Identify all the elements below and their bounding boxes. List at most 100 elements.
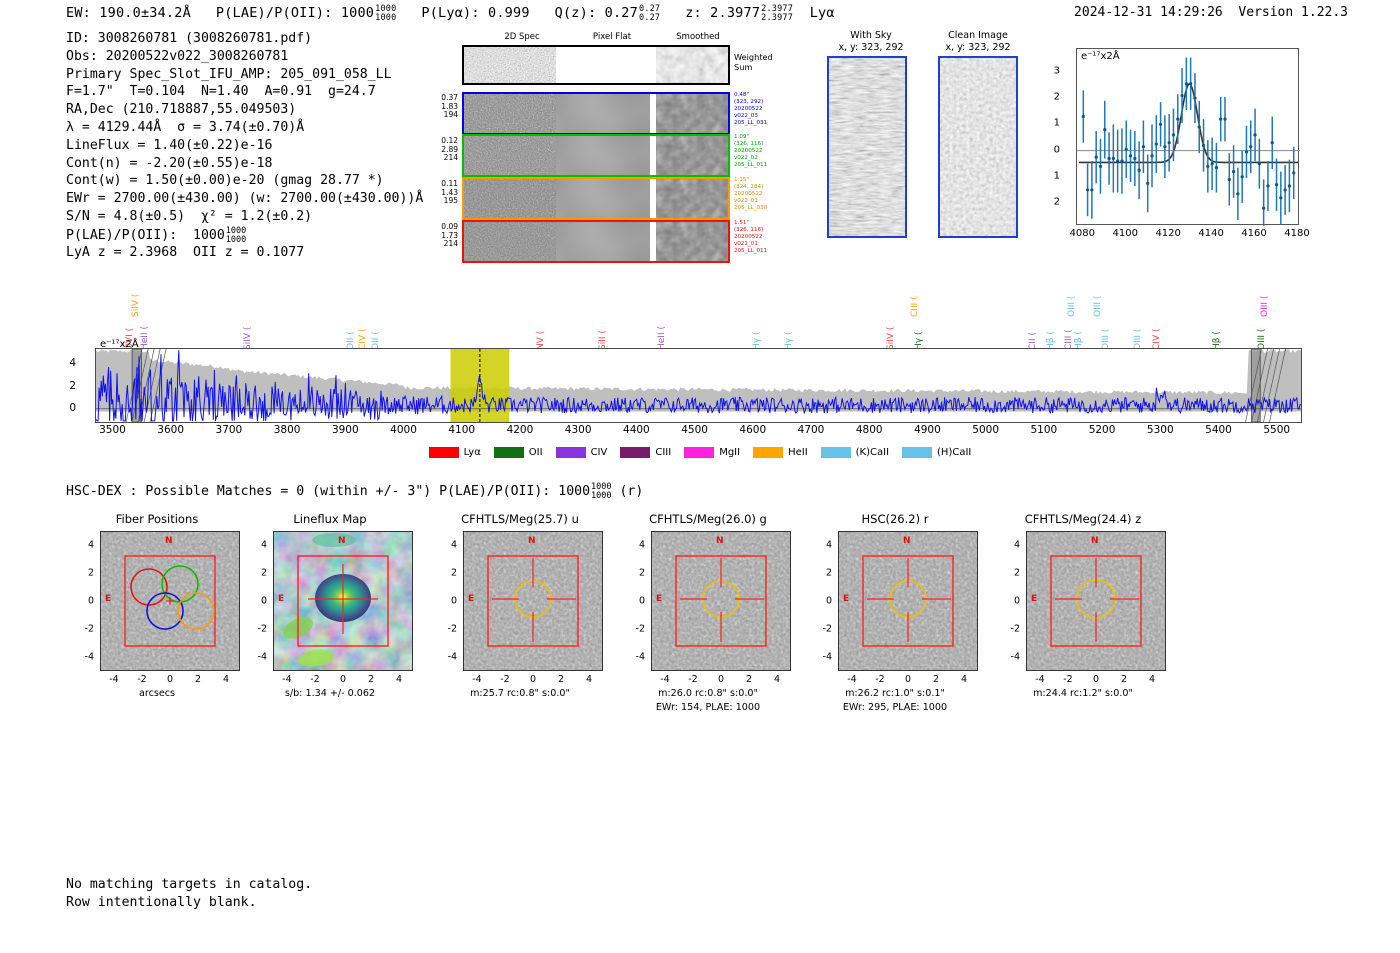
weighted-sum-label: Weighted Sum [734,52,773,72]
legend-label: MgII [719,446,741,458]
header-plae-hi: 1000 [375,4,397,14]
line-fit-y-tick: 3 [1053,65,1060,77]
fiber-date: 20200522 [734,148,763,155]
emission-line-label: Hγ ( [914,331,925,350]
fiber-amp: 205_LL_030 [734,205,768,212]
cutout-panel[interactable]: HSC(26.2) r N E 4 2 0 -2 -4 -4 -2 0 2 4 m:26.2 rc:1.0… [800,512,990,713]
spec2d-title-2dspec: 2D Spec [504,32,540,42]
cutout-x-tick: 4 [773,674,781,685]
legend-label: (K)CaII [855,446,890,458]
legend-swatch [684,446,715,458]
compass-east: E [1031,594,1038,604]
cutout-y-tick: -2 [635,623,645,635]
hsc-dex-hi: 1000 [591,482,612,492]
footer-note: No matching targets in catalog. Row inte… [66,876,312,912]
cutout-caption-primary: m:26.0 rc:0.8" s:0.0" [658,688,758,699]
fiber-number: 195 [443,196,458,206]
with-sky-title: With Sky [850,30,892,41]
spectrum-x-tick: 4000 [390,424,417,436]
clean-image-xy: x, y: 323, 292 [945,41,1011,53]
spectrum-y-ticks: 0 2 4 [0,348,95,423]
cutout-x-tick: -4 [472,674,482,685]
line-fit-units-annotation: e⁻¹⁷x2Å [1081,51,1120,62]
fiber-cutout-image [464,222,728,261]
two-d-spectrum-panel: 2D Spec Pixel Flat Smoothed [440,32,773,263]
fiber-number: 214 [443,239,458,249]
header-z: z: 2.3977 [685,4,761,21]
emission-line-label: Hβ ( [1046,331,1057,350]
info-line-id: ID: 3008260781 (3008260781.pdf) [66,31,313,46]
with-sky-image[interactable] [827,56,907,238]
header-plya: P(Lyα): 0.999 [421,4,530,21]
fiber-date: 20200522 [734,234,763,241]
legend-item: Lyα [428,446,481,458]
cutout-y-tick: -2 [84,623,94,635]
fiber-xy: (323, 292) [734,99,764,106]
line-fit-x-tick: 4080 [1069,228,1096,239]
spectrum-x-tick: 4100 [448,424,476,436]
clean-image[interactable] [938,56,1018,238]
legend-item: (K)CaII [820,446,890,458]
fiber-obs: v022_01 [734,198,758,205]
cutout-y-tick: -2 [1010,623,1020,635]
cutout-y-tick: 2 [260,567,267,579]
legend-swatch [555,446,586,458]
compass-east: E [105,594,112,604]
cutout-x-tick: -4 [1035,674,1045,685]
legend-swatch [428,446,459,458]
cutout-x-tick: 4 [395,674,403,685]
hsc-dex-match-line: HSC-DEX : Possible Matches = 0 (within +… [66,482,643,501]
spectrum-x-tick: 4900 [914,424,941,436]
fiber-distance: 1.15" [734,177,750,183]
cutout-x-tick: -4 [282,674,292,685]
cutout-caption-primary: m:25.7 rc:0.8" s:0.0" [470,688,570,699]
line-fit-x-tick: 4120 [1155,228,1181,239]
footer-line-1: No matching targets in catalog. [66,877,313,892]
header-timestamp-block: 2024-12-31 14:29:26 Version 1.22.3 [1074,5,1348,20]
cutout-panel[interactable]: CFHTLS/Meg(26.0) g N E 4 2 0 -2 -4 -4 -2 0 2 4 m:26.0… [613,512,803,713]
cutout-x-tick: 0 [166,674,174,685]
header-qz-lo: 0.27 [638,12,661,23]
cutout-y-tick: -4 [84,651,94,663]
legend-item: CIV [555,446,607,458]
cutout-panel-row: Fiber Positions N E 4 2 0 -2 -4 -4 -2 0 2 4 arcsecs Li… [0,512,1400,722]
line-fit-y-tick: 2 [1053,196,1060,208]
emission-line-label: Hγ ( [784,331,795,350]
cutout-panel[interactable]: CFHTLS/Meg(24.4) z N E 4 2 0 -2 -4 -4 -2 0 2 4 m:24.4… [988,512,1178,712]
fiber-snr: 1.43 [441,187,458,197]
line-fit-x-tick: 4100 [1112,228,1138,239]
fiber-weight: 0.09 [441,222,458,231]
full-spectrum-plot[interactable] [95,348,1302,423]
emission-line-label: HeII ( [656,326,667,350]
emission-line-label: CIV ( [1152,328,1163,350]
fiber-cutout-image [464,136,728,175]
emission-line-label: HeII ( [140,326,151,350]
fiber-obs: v022_03 [734,113,758,120]
emission-line-label: OIII ( [1133,328,1144,350]
spectrum-x-tick: 5000 [972,424,1000,436]
fiber-amp: 205_LL_011 [734,248,768,255]
spectrum-x-tick: 5100 [1030,424,1058,436]
cutout-panel[interactable]: Lineflux Map N E 4 2 0 -2 -4 -4 -2 0 2 4 s/b: 1.34 +/… [235,512,425,712]
compass-north: N [338,536,346,546]
emission-line-label: Hγ ( [751,331,762,350]
legend-item: (H)CaII [902,446,971,458]
spectrum-x-tick: 5400 [1205,424,1232,436]
fiber-weight: 0.11 [441,179,458,188]
cutout-y-tick: 0 [450,595,457,607]
weighted-sum-strip [462,45,730,85]
legend-swatch [902,446,933,458]
hsc-dex-prefix: HSC-DEX : Possible Matches = 0 (within +… [66,483,591,499]
cutout-y-tick: 0 [638,595,645,607]
cutout-x-tick: -2 [875,674,885,685]
cutout-panel[interactable]: CFHTLS/Meg(25.7) u N E 4 2 0 -2 -4 -4 -2 0 2 4 m:25.7… [425,512,615,712]
cutout-panel[interactable]: Fiber Positions N E 4 2 0 -2 -4 -4 -2 0 2 4 arcsecs [62,512,252,712]
cutout-y-tick: -2 [257,623,267,635]
info-line-redshifts: LyA z = 2.3968 OII z = 0.1077 [66,245,305,261]
